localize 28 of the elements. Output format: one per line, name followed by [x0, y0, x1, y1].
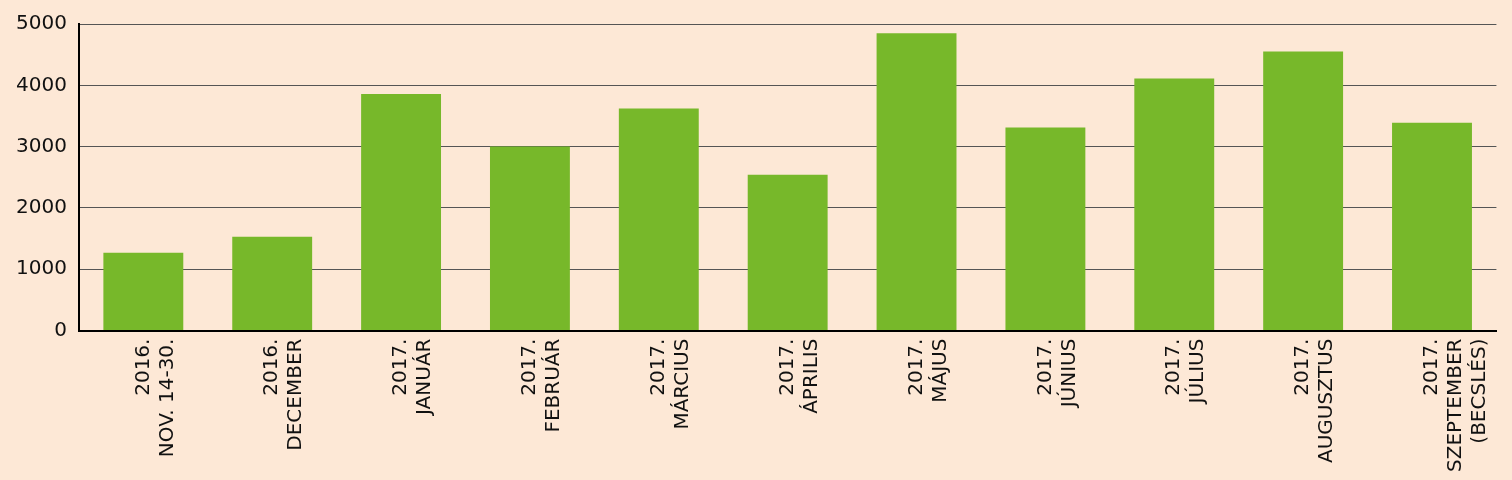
bar	[489, 146, 570, 331]
x-tick-label: 2017. JÚLIUS	[1160, 338, 1209, 406]
y-tick-label: 1000	[15, 255, 67, 280]
y-tick-label: 0	[54, 316, 67, 341]
bar	[1263, 51, 1344, 331]
y-tick-label: 5000	[15, 10, 67, 35]
bar	[1392, 122, 1472, 331]
x-tick-label: 2017. JANUÁR	[387, 338, 436, 417]
x-tick-label: 2016. NOV. 14-30.	[129, 338, 178, 458]
bar	[876, 33, 957, 331]
bar	[361, 93, 442, 331]
x-tick-label: 2017. AUGUSZTUS	[1289, 338, 1338, 463]
bar	[1134, 78, 1215, 331]
x-tick-label: 2017. ÁPRILIS	[773, 338, 822, 414]
x-tick-label: 2016. DECEMBER	[258, 338, 307, 451]
x-tick-label: 2017. MÁRCIUS	[645, 338, 693, 430]
x-tick-label: 2017. FEBRUÁR	[516, 338, 565, 433]
y-tick-label: 3000	[15, 132, 67, 157]
bar	[232, 236, 313, 331]
x-tick-label: 2017. JÚNIUS	[1031, 338, 1080, 410]
bar	[103, 252, 184, 331]
x-tick-label: 2017. MÁJUS	[902, 338, 951, 403]
bar	[747, 174, 828, 331]
bar	[1005, 127, 1086, 331]
y-tick-label: 4000	[15, 71, 67, 96]
bar	[618, 108, 699, 331]
x-tick-label: 2017. SZEPTEMBER (BECSLÉS)	[1418, 338, 1491, 473]
y-tick-label: 2000	[15, 194, 67, 219]
